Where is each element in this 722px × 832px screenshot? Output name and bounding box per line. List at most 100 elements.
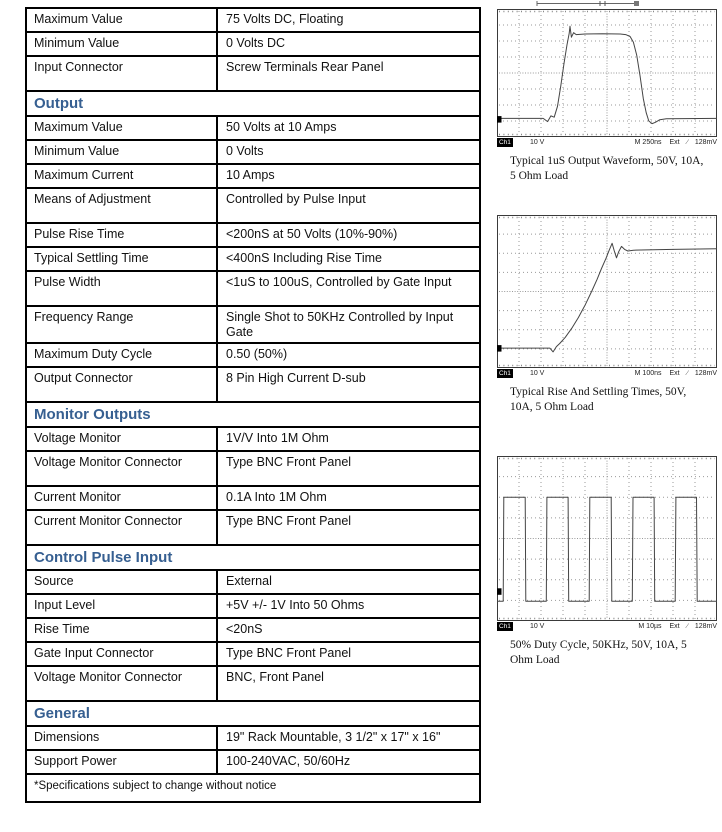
caption-line: 10A, 5 Ohm Load [510,400,594,413]
oscilloscope-capture-2: Ch1 10 V M 100ns Ext ∕ 128mV Typical Ris… [487,215,722,414]
spec-row: Voltage Monitor Connector BNC, Front Pane… [27,667,479,702]
spec-value: <1uS to 100uS, Controlled by Gate Input [226,275,452,289]
caption-line: 50% Duty Cycle, 50KHz, 50V, 10A, 5 [510,639,687,651]
spec-row: Typical Settling Time <400nS Including Ri… [27,248,479,272]
volts-per-div: 10 V [529,369,545,377]
spec-row: Dimensions 19" Rack Mountable, 3 1/2" x 1… [27,727,479,751]
spec-label: Frequency Range [27,307,218,342]
section-title: Monitor Outputs [34,406,151,423]
spec-value: 75 Volts DC, Floating [226,12,344,26]
trigger-slope-icon: ∕ [686,137,688,146]
timebase: M 10µs [638,622,662,630]
spec-value: 50 Volts at 10 Amps [226,120,337,134]
spec-value: Type BNC Front Panel [226,455,352,469]
spec-label: Voltage Monitor Connector [27,667,218,700]
section-header-row: Control Pulse Input [27,546,479,571]
trigger-source: Ext [669,138,680,146]
spec-label: Maximum Current [27,165,218,187]
scope-column: Ch1 10 V M 250ns Ext ∕ 128mV Typical 1uS… [487,0,722,832]
spec-row: Pulse Width <1uS to 100uS, Controlled by … [27,272,479,307]
spec-value: Type BNC Front Panel [226,646,352,660]
spec-row: Output Connector 8 Pin High Current D-sub [27,368,479,403]
scope-status-bar: Ch1 10 V M 100ns Ext ∕ 128mV [497,368,717,378]
spec-label: Maximum Value [27,9,218,31]
oscilloscope-capture-1: Ch1 10 V M 250ns Ext ∕ 128mV Typical 1uS… [487,0,722,183]
caption-line: 5 Ohm Load [510,169,569,182]
spec-value: 19" Rack Mountable, 3 1/2" x 17" x 16" [226,730,441,744]
spec-row: Maximum Current 10 Amps [27,165,479,189]
spec-table: Maximum Value 75 Volts DC, Floating Minimu… [25,7,481,803]
spec-value: 100-240VAC, 50/60Hz [226,754,351,768]
spec-label: Dimensions [27,727,218,749]
spec-label: Pulse Width [27,272,218,305]
spec-label: Minimum Value [27,141,218,163]
spec-value: 0.1A Into 1M Ohm [226,490,327,504]
spec-row: Support Power 100-240VAC, 50/60Hz [27,751,479,775]
spec-label: Current Monitor Connector [27,511,218,544]
channel-badge: Ch1 [497,137,513,147]
scope-caption-3: 50% Duty Cycle, 50KHz, 50V, 10A, 5 Ohm L… [510,638,710,667]
spec-label: Input Connector [27,57,218,90]
scope-screen-1 [497,1,717,137]
spec-row: Current Monitor 0.1A Into 1M Ohm [27,487,479,511]
spec-value: <20nS [226,622,263,636]
spec-label: Source [27,571,218,593]
trigger-level: 128mV [694,138,717,146]
footnote-text: *Specifications subject to change withou… [34,780,277,792]
spec-value: 0 Volts DC [226,36,286,50]
spec-row: Minimum Value 0 Volts DC [27,33,479,57]
spec-value: Controlled by Pulse Input [226,192,366,206]
spec-row: Current Monitor Connector Type BNC Front … [27,511,479,546]
spec-value: 0 Volts [226,144,264,158]
spec-value: Single Shot to 50KHz Controlled by Input… [226,310,454,339]
trigger-slope-icon: ∕ [686,621,688,630]
spec-value: BNC, Front Panel [226,670,324,684]
spec-row: Means of Adjustment Controlled by Pulse I… [27,189,479,224]
spec-row: Maximum Value 75 Volts DC, Floating [27,9,479,33]
spec-label: Current Monitor [27,487,218,509]
spec-label: Output Connector [27,368,218,401]
spec-value: 8 Pin High Current D-sub [226,371,366,385]
spec-label: Support Power [27,751,218,773]
caption-line: Typical 1uS Output Waveform, 50V, 10A, [510,155,704,167]
scope-screen-3 [497,456,717,621]
scope-status-bar: Ch1 10 V M 250ns Ext ∕ 128mV [497,137,717,147]
spec-value: Type BNC Front Panel [226,514,352,528]
spec-row: Frequency Range Single Shot to 50KHz Cont… [27,307,479,344]
spec-row: Input Level +5V +/- 1V Into 50 Ohms [27,595,479,619]
spec-row: Input Connector Screw Terminals Rear Pane… [27,57,479,92]
footnote-row: *Specifications subject to change withou… [27,775,479,801]
spec-value: <400nS Including Rise Time [226,251,382,265]
spec-label: Gate Input Connector [27,643,218,665]
spec-row: Pulse Rise Time <200nS at 50 Volts (10%-9… [27,224,479,248]
spec-value: <200nS at 50 Volts (10%-90%) [226,227,398,241]
scope-screen-2 [497,215,717,368]
spec-row: Gate Input Connector Type BNC Front Panel [27,643,479,667]
spec-label: Maximum Duty Cycle [27,344,218,366]
spec-row: Voltage Monitor Connector Type BNC Front … [27,452,479,487]
scope-caption-1: Typical 1uS Output Waveform, 50V, 10A, 5… [510,154,710,183]
section-header-row: Monitor Outputs [27,403,479,428]
timebase: M 250ns [634,138,662,146]
section-title: Control Pulse Input [34,549,173,566]
spec-label: Input Level [27,595,218,617]
spec-value: 1V/V Into 1M Ohm [226,431,329,445]
caption-line: Typical Rise And Settling Times, 50V, [510,386,687,398]
channel-badge: Ch1 [497,368,513,378]
scope-status-bar: Ch1 10 V M 10µs Ext ∕ 128mV [497,621,717,631]
timebase: M 100ns [634,369,662,377]
spec-label: Typical Settling Time [27,248,218,270]
section-header-row: Output [27,92,479,117]
spec-row: Source External [27,571,479,595]
spec-row: Minimum Value 0 Volts [27,141,479,165]
section-title: General [34,705,90,722]
spec-label: Maximum Value [27,117,218,139]
caption-line: Ohm Load [510,653,560,666]
trigger-level: 128mV [694,622,717,630]
spec-value: +5V +/- 1V Into 50 Ohms [226,598,365,612]
spec-label: Minimum Value [27,33,218,55]
spec-row: Voltage Monitor 1V/V Into 1M Ohm [27,428,479,452]
spec-row: Rise Time <20nS [27,619,479,643]
spec-value: Screw Terminals Rear Panel [226,60,384,74]
section-header-row: General [27,702,479,727]
